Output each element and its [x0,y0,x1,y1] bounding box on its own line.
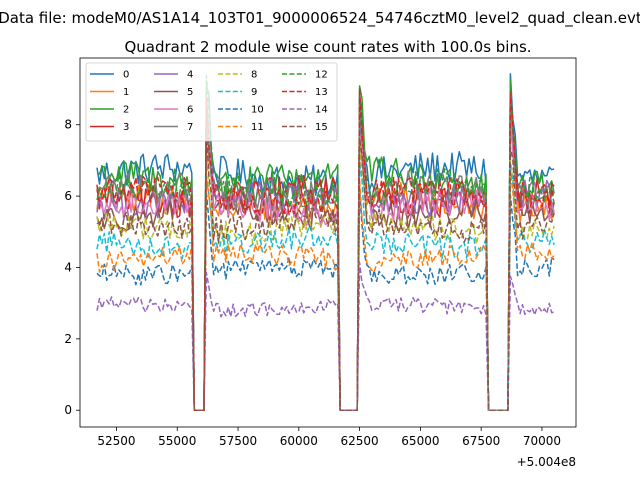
legend-label-12: 12 [315,70,328,81]
y-tick-label: 6 [64,189,72,203]
series-line-5 [96,124,555,411]
legend-label-3: 3 [123,122,129,133]
plot-frame [79,57,577,428]
legend-label-13: 13 [315,87,328,98]
x-tick-label: 55000 [158,434,196,448]
y-tick-label: 0 [64,403,72,417]
figure-suptitle: Data file: modeM0/AS1A14_103T01_90000065… [0,9,640,28]
x-tick-label: 57500 [219,434,257,448]
series-line-14 [96,261,555,411]
series-line-15 [96,132,555,411]
x-tick-label: 60000 [280,434,318,448]
legend-label-6: 6 [187,105,193,116]
series-line-10 [96,188,555,411]
legend-label-7: 7 [187,122,193,133]
x-axis-offset-label: +5.004e8 [517,455,576,469]
plot-area [79,57,577,428]
x-tick-label: 70000 [523,434,561,448]
chart-title: Quadrant 2 module wise count rates with … [124,38,531,56]
legend-label-0: 0 [123,70,129,81]
legend-label-5: 5 [187,87,193,98]
x-tick-label: 52500 [97,434,135,448]
series-line-9 [96,163,555,411]
legend-label-11: 11 [251,122,264,133]
y-tick-label: 4 [64,260,72,274]
y-axis: 0 2 4 6 8 [64,118,80,417]
series-line-12 [96,74,555,411]
legend-label-9: 9 [251,87,257,98]
x-tick-label: 67500 [462,434,500,448]
legend-label-14: 14 [315,105,328,116]
legend-label-4: 4 [187,70,193,81]
legend-box [85,62,338,142]
legend-label-15: 15 [315,122,328,133]
x-tick-label: 62500 [341,434,379,448]
series-layer [96,73,555,411]
legend-label-2: 2 [123,105,129,116]
x-tick-label: 65000 [401,434,439,448]
series-line-11 [96,171,555,411]
legend-label-1: 1 [123,87,129,98]
legend-label-8: 8 [251,70,257,81]
series-line-6 [96,113,555,411]
y-tick-label: 8 [64,118,72,132]
y-tick-label: 2 [64,332,72,346]
legend-label-10: 10 [251,105,264,116]
x-axis: 52500 55000 57500 60000 62500 65000 67500 70000 [97,427,561,448]
